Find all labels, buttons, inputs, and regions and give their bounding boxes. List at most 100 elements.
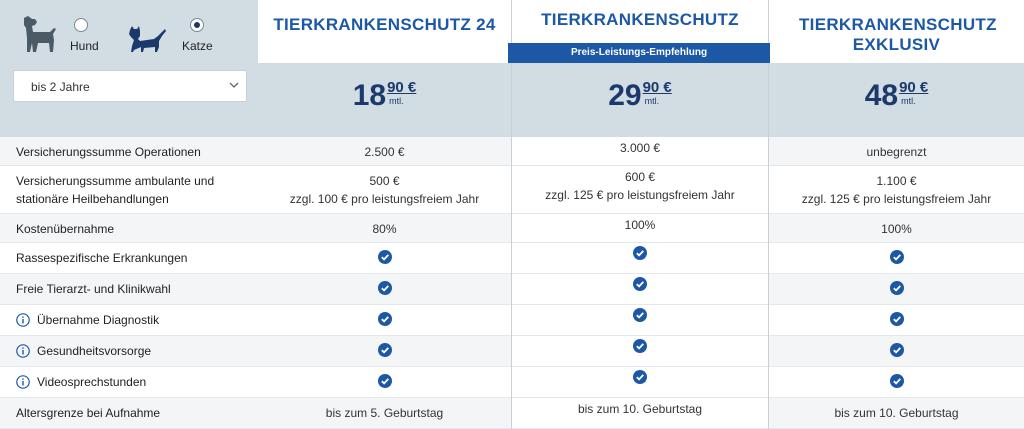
row-value-amount: 500 € [369, 174, 400, 188]
row-label: Altersgrenze bei Aufnahme [16, 406, 161, 420]
row-value [258, 281, 511, 300]
price-cents: 90 € [642, 79, 672, 96]
plan-header-standard: TIERKRANKENSCHUTZ 29 90 € mtl. [512, 0, 768, 137]
checkmark-icon [633, 339, 647, 353]
row-value [512, 277, 768, 296]
price-period: mtl. [901, 96, 916, 106]
price-cents: 90 € [899, 79, 929, 96]
row-value [258, 250, 511, 269]
pet-selector: Hund Katze [16, 14, 246, 60]
checkmark-icon [377, 374, 392, 388]
cat-icon [129, 26, 166, 52]
checkmark-icon [889, 281, 904, 295]
row-value [769, 312, 1024, 331]
checkmark-icon [377, 250, 392, 264]
cat-radio[interactable] [190, 18, 204, 32]
price-period: mtl. [644, 96, 660, 106]
row-value-amount: 1.100 € [876, 174, 917, 188]
row-label: Versicherungssumme Operationen [16, 145, 201, 159]
price-period: mtl. [389, 96, 404, 106]
row-value: bis zum 5. Geburtstag [325, 406, 444, 420]
price-band: 18 90 € mtl. [258, 63, 511, 137]
row-label: Übernahme Diagnostik [37, 313, 160, 327]
price-euros: 18 [352, 79, 387, 112]
checkmark-icon [889, 250, 904, 264]
checkmark-icon [889, 312, 904, 326]
plan-name: TIERKRANKENSCHUTZ 24 [273, 15, 496, 34]
plan-name: TIERKRANKENSCHUTZ EXKLUSIV [799, 15, 997, 54]
row-value-amount: 600 € [624, 170, 656, 184]
table-row: Kostenübernahme 80% 100% 100% [0, 214, 1024, 243]
cat-label: Katze [182, 39, 213, 53]
row-label: Versicherungssumme ambulante und station… [16, 174, 215, 206]
checkmark-icon [377, 343, 392, 357]
pet-option-dog[interactable]: Hund [16, 14, 126, 60]
row-value: 2.500 € [364, 145, 405, 159]
checkmark-icon [889, 343, 904, 357]
price-euros: 29 [608, 79, 642, 112]
row-value [512, 308, 768, 327]
table-row: Gesundheitsvorsorge [0, 336, 1024, 367]
plan-price: 18 90 € mtl. [258, 79, 511, 113]
row-value [512, 339, 768, 358]
chevron-down-icon [229, 82, 239, 88]
info-icon[interactable] [16, 375, 30, 389]
row-value [258, 343, 511, 362]
row-value [258, 312, 511, 331]
price-band: 48 90 € mtl. [769, 63, 1024, 137]
row-value: 100% [881, 222, 912, 236]
row-value: 100% [624, 218, 656, 232]
row-value-note: zzgl. 100 € pro leistungsfreiem Jahr [289, 192, 480, 206]
dog-label: Hund [70, 39, 99, 53]
info-icon[interactable] [16, 313, 30, 327]
plan-price: 48 90 € mtl. [769, 79, 1024, 113]
row-value: 3.000 € [619, 141, 661, 155]
price-cents: 90 € [387, 79, 417, 96]
row-value: bis zum 10. Geburtstag [834, 406, 959, 420]
checkmark-icon [633, 308, 647, 322]
table-row: Versicherungssumme ambulante und station… [0, 166, 1024, 214]
row-value: unbegrenzt [866, 145, 927, 159]
row-value [769, 250, 1024, 269]
plan-name: TIERKRANKENSCHUTZ [541, 10, 739, 29]
checkmark-icon [633, 246, 647, 260]
table-row: Rassespezifische Erkrankungen [0, 243, 1024, 274]
row-value: 500 € zzgl. 100 € pro leistungsfreiem Ja… [258, 172, 511, 208]
row-label: Kostenübernahme [16, 222, 115, 236]
checkmark-icon [633, 277, 647, 291]
plan-header-exklusiv: TIERKRANKENSCHUTZ EXKLUSIV 48 90 € mtl. [769, 0, 1024, 137]
checkmark-icon [377, 312, 392, 326]
row-label: Freie Tierarzt- und Klinikwahl [16, 282, 171, 296]
row-value [769, 343, 1024, 362]
price-euros: 48 [864, 79, 899, 112]
recommendation-badge: Preis-Leistungs-Empfehlung [508, 43, 770, 63]
plan-header-24: TIERKRANKENSCHUTZ 24 18 90 € mtl. [258, 0, 511, 137]
checkmark-icon [889, 374, 904, 388]
info-icon[interactable] [16, 344, 30, 358]
row-value: 1.100 € zzgl. 125 € pro leistungsfreiem … [769, 172, 1024, 208]
table-row: Versicherungssumme Operationen 2.500 € 3… [0, 137, 1024, 166]
checkmark-icon [377, 281, 392, 295]
row-value: 600 € zzgl. 125 € pro leistungsfreiem Ja… [512, 168, 768, 204]
pet-option-cat[interactable]: Katze [126, 14, 236, 60]
row-value [769, 281, 1024, 300]
age-select[interactable]: bis 2 Jahre [13, 70, 247, 102]
age-select-value: bis 2 Jahre [31, 80, 90, 94]
dog-radio[interactable] [74, 18, 88, 32]
dog-icon [24, 16, 56, 52]
checkmark-icon [633, 370, 647, 384]
row-value [512, 246, 768, 265]
row-label: Rassespezifische Erkrankungen [16, 251, 188, 265]
row-value [769, 374, 1024, 393]
row-value: 80% [372, 222, 397, 236]
row-value [258, 374, 511, 393]
row-value-note: zzgl. 125 € pro leistungsfreiem Jahr [545, 188, 735, 202]
row-label: Gesundheitsvorsorge [37, 344, 152, 358]
row-value [512, 370, 768, 389]
row-value: bis zum 10. Geburtstag [577, 402, 703, 416]
plan-price: 29 90 € mtl. [512, 79, 768, 113]
table-row: Videosprechstunden [0, 367, 1024, 398]
row-value-note: zzgl. 125 € pro leistungsfreiem Jahr [801, 192, 992, 206]
table-row: Altersgrenze bei Aufnahme bis zum 5. Geb… [0, 398, 1024, 429]
filter-panel: Hund Katze bis 2 Jahre [0, 0, 258, 137]
